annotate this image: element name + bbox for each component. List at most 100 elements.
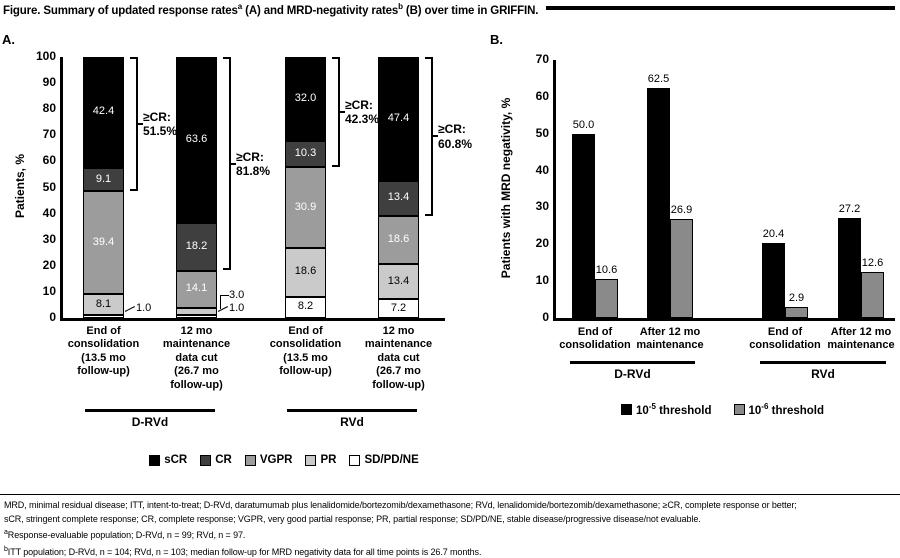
bar-segment-pr (176, 307, 217, 316)
legend-item-pr: PR (305, 454, 336, 466)
cr-bracket-nub (231, 162, 236, 165)
bar-segment-sd-pd-ne (378, 299, 419, 318)
panel-a-y-tick-label: 10 (42, 283, 56, 298)
panel-a-y-tick-label: 100 (35, 49, 56, 63)
bar-value: 27.2 (838, 202, 861, 215)
stacked-bar: 8.1 39.4 9.1 42.4 (83, 57, 124, 318)
panel-a-y-tick-label: 50 (42, 179, 56, 194)
bar-segment-cr (83, 167, 124, 192)
x-category-label-line: (13.5 mo (283, 351, 328, 364)
figure-title: Figure. Summary of updated response rate… (3, 2, 538, 17)
cr-bracket-label-title: ≥CR: (438, 122, 466, 137)
x-category-label: End of consolidation (13.5 mo follow-up) (254, 325, 358, 379)
bar-segment-value: 39.4 (92, 235, 115, 248)
x-category-label-line: End of (288, 325, 323, 337)
x-category-label-line: follow-up) (170, 378, 223, 391)
bar-value: 26.9 (670, 203, 693, 216)
figure-title-footnote-a-marker: a (237, 2, 243, 11)
footnote-a-marker: a (4, 529, 8, 536)
bar-threshold-1e-5 (762, 242, 785, 318)
figure-header: Figure. Summary of updated response rate… (3, 2, 895, 17)
x-category-label-line: consolidation (269, 338, 342, 351)
x-category-label-line: consolidation (67, 338, 140, 351)
bar-segment-value: 13.4 (387, 274, 410, 287)
bar-value: 12.6 (861, 256, 884, 269)
panel-b-y-tick-label: 70 (535, 52, 549, 66)
treatment-group-label: RVd (811, 367, 835, 381)
bar-segment-sd-pd-ne (83, 315, 124, 318)
panel-a-response-rates-chart: A. Patients, % 0 10 20 30 40 50 60 70 80 90 100 8.1 39… (0, 30, 482, 480)
bar-segment-pr (378, 264, 419, 300)
bar-segment-sd-pd-ne (285, 296, 326, 318)
panel-b-legend: 10-5 threshold 10-6 threshold (550, 402, 895, 417)
footnote-b-marker: b (4, 545, 8, 553)
legend-label-part: 10 (635, 404, 649, 417)
legend-label: sCR (164, 454, 188, 466)
legend-label: 10-6 threshold (749, 402, 825, 417)
x-category-label-line: End of (577, 326, 613, 338)
legend-label: 10-5 threshold (636, 402, 712, 417)
legend-swatch-sd-pd-ne (349, 454, 361, 466)
panel-a-y-tick-label: 40 (42, 205, 56, 220)
bar-threshold-1e-6 (595, 278, 618, 318)
callout-value: 1.0 (229, 302, 245, 314)
treatment-group-label: D-RVd (131, 415, 169, 429)
bar-segment-value: 18.6 (294, 265, 317, 278)
panel-b-x-axis-line (553, 318, 895, 321)
footnote-b-text: ITT population; D-RVd, n = 104; RVd, n =… (7, 546, 482, 557)
callout-value: 3.0 (229, 289, 245, 301)
x-category-label-line: End of (767, 326, 803, 338)
x-category-label-line: After 12 mo (830, 326, 892, 338)
bar-segment-value: 13.4 (387, 191, 410, 204)
footnote-b: bITT population; D-RVd, n = 104; RVd, n … (4, 543, 897, 558)
footnote-divider (0, 494, 900, 495)
panel-b-y-tick-label: 0 (542, 310, 549, 324)
bar-segment-value: 8.2 (297, 300, 314, 313)
treatment-group-label: RVd (340, 415, 364, 429)
legend-item-threshold-1: 10-5 threshold (620, 402, 712, 417)
panel-b-y-axis-title: Patients with MRD negativity, % (499, 97, 513, 279)
bar-threshold-1e-6 (785, 307, 808, 318)
legend-label-part: threshold (768, 404, 825, 417)
x-category-label-line: 12 mo (180, 325, 213, 337)
legend-label-part: threshold (655, 404, 712, 417)
legend-swatch-cr (200, 454, 212, 466)
panel-a-y-tick-label: 0 (49, 310, 56, 324)
panel-a-label: A. (2, 32, 15, 47)
x-category-label-line: consolidation (749, 339, 821, 352)
callout-value: 1.0 (136, 302, 152, 314)
x-category-label-line: (26.7 mo (174, 365, 219, 378)
cr-bracket-label-value: 81.8% (236, 163, 271, 178)
stacked-bar: 7.2 13.4 18.6 13.4 47.4 (378, 57, 419, 318)
bar-segment-pr (83, 294, 124, 316)
bar-value: 62.5 (647, 72, 670, 85)
cr-bracket (223, 57, 236, 271)
cr-bracket-label-value: 60.8% (438, 136, 473, 151)
cr-bracket-nub (138, 123, 143, 126)
header-rule (546, 6, 895, 10)
figure-title-footnote-b-marker: b (398, 2, 403, 11)
legend-label: CR (215, 454, 232, 466)
panel-a-y-tick-label: 30 (42, 231, 56, 246)
bar-segment-vgpr (285, 167, 326, 249)
legend-swatch-pr (305, 454, 317, 466)
stacked-bar: 14.1 18.2 63.6 (176, 57, 217, 318)
legend-swatch-threshold-1 (620, 403, 632, 415)
bar-value: 20.4 (762, 227, 785, 240)
bar-value: 10.6 (595, 263, 618, 276)
figure-title-text-end: (B) over time in GRIFFIN. (402, 4, 539, 17)
panel-b-y-tick-label: 20 (535, 236, 549, 251)
bar-segment-scr (285, 57, 326, 141)
x-category-label-line: maintenance (827, 339, 895, 352)
cr-bracket-label-title: ≥CR: (345, 98, 373, 113)
bar-threshold-1e-6 (861, 271, 884, 318)
x-category-label-line: maintenance (162, 338, 231, 351)
figure-title-text-mid: (A) and MRD-negativity rates (242, 4, 399, 17)
bar-segment-value: 30.9 (294, 200, 317, 213)
bar-segment-value: 18.2 (185, 240, 208, 252)
bar-segment-cr (378, 180, 419, 216)
bar-segment-value: 18.6 (387, 232, 410, 245)
cr-bracket (425, 57, 438, 216)
abbreviations-line-2: sCR, stringent complete response; CR, co… (4, 513, 701, 524)
abbreviations-line-1: MRD, minimal residual disease; ITT, inte… (4, 500, 797, 510)
